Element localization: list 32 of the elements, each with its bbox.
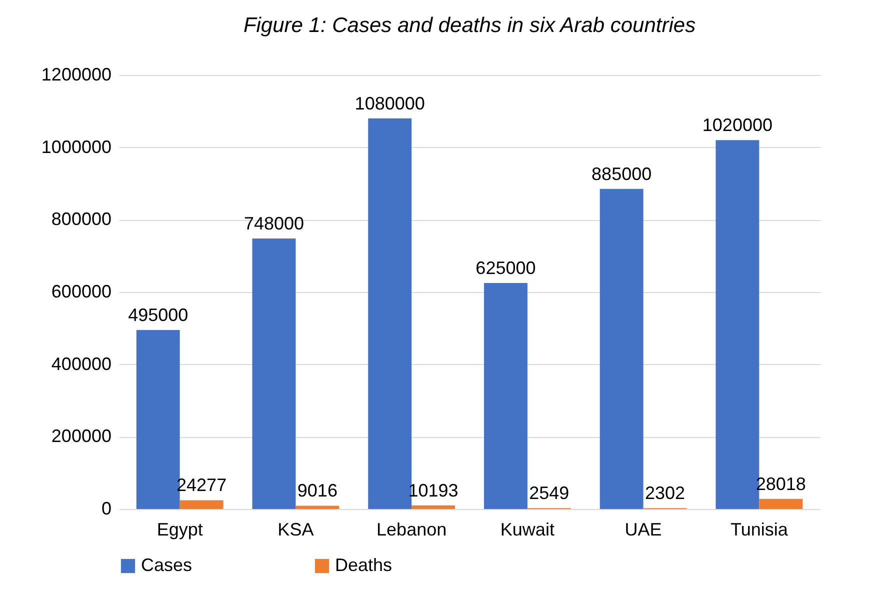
chart-title: Figure 1: Cases and deaths in six Arab countries (243, 14, 696, 37)
y-tick-label: 800000 (51, 209, 112, 230)
bar (296, 506, 340, 509)
data-label: 625000 (476, 258, 536, 278)
y-tick-label: 600000 (51, 282, 112, 302)
data-label: 2302 (645, 483, 686, 504)
data-label: 748000 (244, 213, 304, 234)
data-label: 2549 (529, 483, 570, 504)
x-tick-label: KSA (278, 520, 314, 540)
x-tick-label: Tunisia (730, 520, 789, 540)
data-label: 885000 (592, 164, 652, 184)
bar (484, 282, 528, 509)
y-tick-label: 200000 (51, 426, 112, 446)
data-label: 9016 (297, 480, 338, 501)
data-label: 495000 (128, 304, 188, 325)
y-tick-label: 1200000 (41, 64, 112, 84)
bar (252, 238, 296, 509)
legend-label: Deaths (335, 555, 392, 575)
bar (412, 505, 456, 509)
y-tick-label: 1000000 (41, 136, 112, 157)
data-label: 1080000 (354, 93, 425, 114)
y-tick-label: 0 (101, 498, 112, 518)
x-tick-label: Egypt (156, 520, 203, 540)
x-tick-label: Kuwait (500, 520, 554, 540)
data-label: 1020000 (702, 115, 772, 136)
legend-label: Cases (141, 555, 192, 575)
x-tick-label: UAE (624, 520, 662, 540)
bar (759, 498, 803, 509)
y-tick-label: 400000 (51, 354, 112, 374)
x-tick-label: Lebanon (376, 520, 447, 540)
bar (180, 500, 224, 509)
bar (600, 188, 644, 509)
